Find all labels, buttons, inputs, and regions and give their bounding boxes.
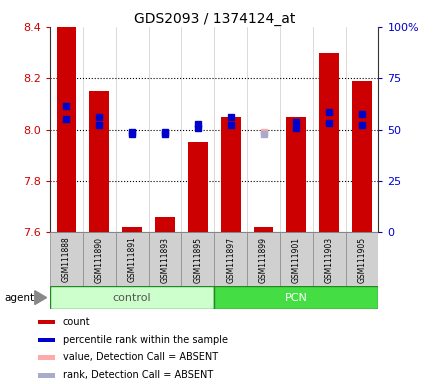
Text: agent: agent xyxy=(4,293,34,303)
Bar xyxy=(155,217,174,232)
Text: GSM111888: GSM111888 xyxy=(62,237,71,282)
Bar xyxy=(50,232,82,286)
Text: GSM111903: GSM111903 xyxy=(324,237,333,283)
Bar xyxy=(89,91,109,232)
Text: GSM111891: GSM111891 xyxy=(127,237,136,283)
Bar xyxy=(122,227,141,232)
Bar xyxy=(352,81,371,232)
Text: GSM111897: GSM111897 xyxy=(226,237,235,283)
Bar xyxy=(38,320,55,324)
Bar xyxy=(148,232,181,286)
Bar xyxy=(286,117,306,232)
Title: GDS2093 / 1374124_at: GDS2093 / 1374124_at xyxy=(133,12,294,26)
Text: rank, Detection Call = ABSENT: rank, Detection Call = ABSENT xyxy=(62,370,212,380)
Text: GSM111890: GSM111890 xyxy=(95,237,104,283)
Bar xyxy=(50,286,214,309)
Text: value, Detection Call = ABSENT: value, Detection Call = ABSENT xyxy=(62,353,217,362)
Bar xyxy=(115,232,148,286)
Bar xyxy=(38,356,55,360)
Bar xyxy=(214,286,378,309)
Bar xyxy=(345,232,378,286)
Bar xyxy=(247,232,279,286)
Text: PCN: PCN xyxy=(284,293,307,303)
Text: GSM111901: GSM111901 xyxy=(291,237,300,283)
Bar xyxy=(220,117,240,232)
Text: GSM111905: GSM111905 xyxy=(357,237,366,283)
Bar xyxy=(319,53,338,232)
Bar xyxy=(56,27,76,232)
Text: percentile rank within the sample: percentile rank within the sample xyxy=(62,334,227,344)
Bar xyxy=(253,227,273,232)
Text: count: count xyxy=(62,317,90,327)
Text: GSM111895: GSM111895 xyxy=(193,237,202,283)
Bar xyxy=(38,338,55,342)
Bar xyxy=(279,232,312,286)
Bar xyxy=(38,373,55,378)
Text: GSM111893: GSM111893 xyxy=(160,237,169,283)
Bar xyxy=(312,232,345,286)
Bar xyxy=(187,142,207,232)
Text: GSM111899: GSM111899 xyxy=(258,237,267,283)
Bar xyxy=(82,232,115,286)
Bar xyxy=(214,232,247,286)
Text: control: control xyxy=(112,293,151,303)
Bar xyxy=(181,232,214,286)
